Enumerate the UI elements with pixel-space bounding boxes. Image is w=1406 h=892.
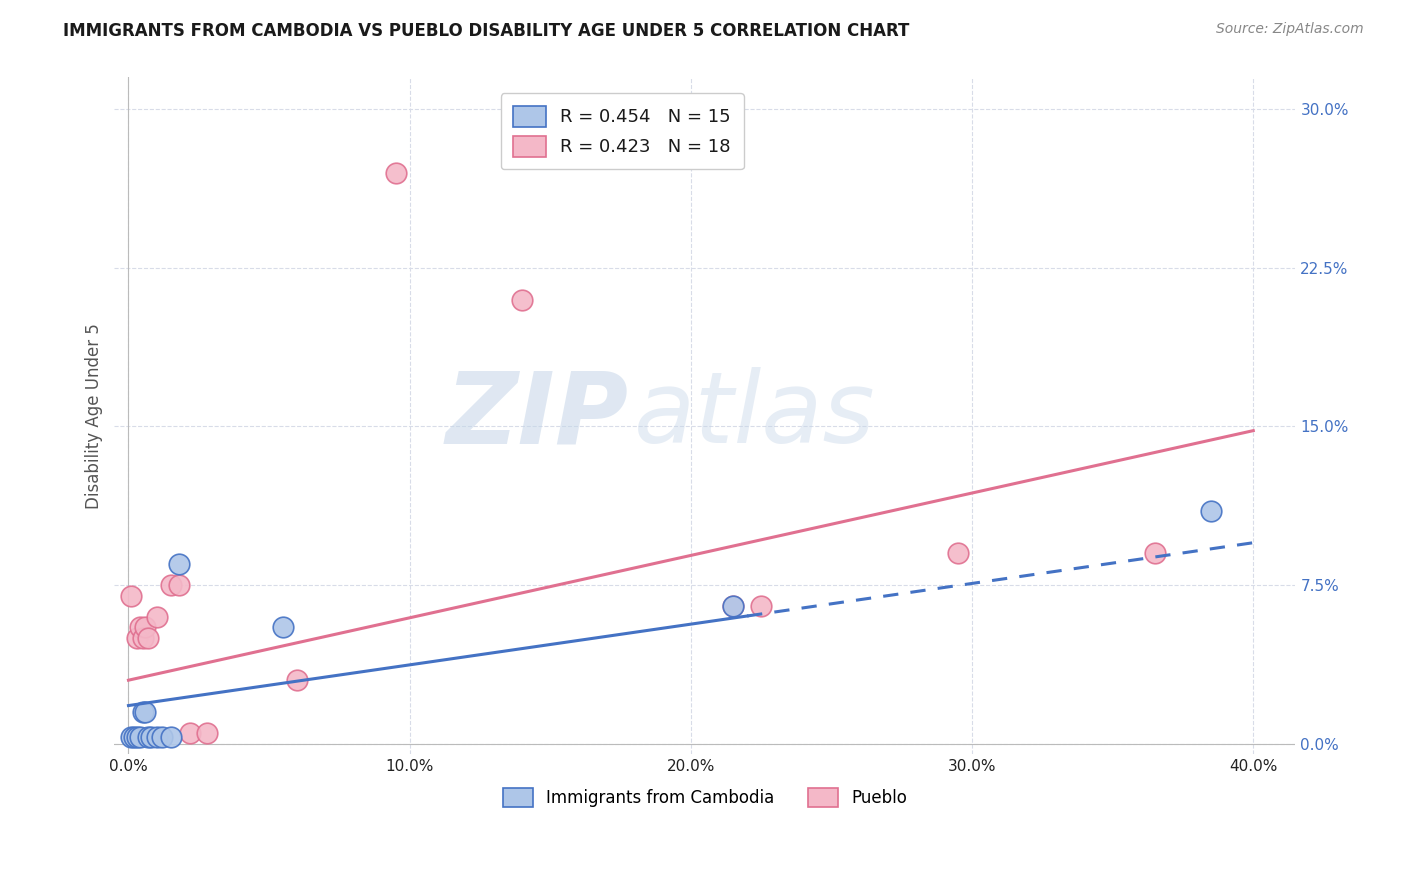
Point <box>159 731 181 745</box>
Point <box>125 631 148 645</box>
Point <box>179 726 201 740</box>
Y-axis label: Disability Age Under 5: Disability Age Under 5 <box>86 323 103 508</box>
Text: ZIP: ZIP <box>446 368 628 465</box>
Point <box>125 731 148 745</box>
Point <box>1143 546 1166 560</box>
Point <box>120 589 142 603</box>
Point <box>131 631 153 645</box>
Point <box>721 599 744 614</box>
Point <box>145 731 167 745</box>
Point <box>167 578 190 592</box>
Point <box>120 731 142 745</box>
Point <box>122 731 145 745</box>
Text: Source: ZipAtlas.com: Source: ZipAtlas.com <box>1216 22 1364 37</box>
Text: atlas: atlas <box>634 368 876 465</box>
Point <box>150 731 173 745</box>
Point <box>384 166 406 180</box>
Point <box>134 620 156 634</box>
Point <box>134 705 156 719</box>
Point <box>1199 504 1222 518</box>
Point <box>159 578 181 592</box>
Point <box>271 620 294 634</box>
Point <box>128 731 150 745</box>
Point <box>195 726 218 740</box>
Point <box>285 673 308 688</box>
Point <box>136 631 159 645</box>
Point <box>510 293 533 307</box>
Point <box>139 731 162 745</box>
Point <box>145 609 167 624</box>
Text: IMMIGRANTS FROM CAMBODIA VS PUEBLO DISABILITY AGE UNDER 5 CORRELATION CHART: IMMIGRANTS FROM CAMBODIA VS PUEBLO DISAB… <box>63 22 910 40</box>
Point <box>128 620 150 634</box>
Point <box>136 731 159 745</box>
Point <box>946 546 969 560</box>
Point <box>131 705 153 719</box>
Legend: Immigrants from Cambodia, Pueblo: Immigrants from Cambodia, Pueblo <box>496 781 914 814</box>
Point <box>167 557 190 571</box>
Point <box>749 599 772 614</box>
Point <box>721 599 744 614</box>
